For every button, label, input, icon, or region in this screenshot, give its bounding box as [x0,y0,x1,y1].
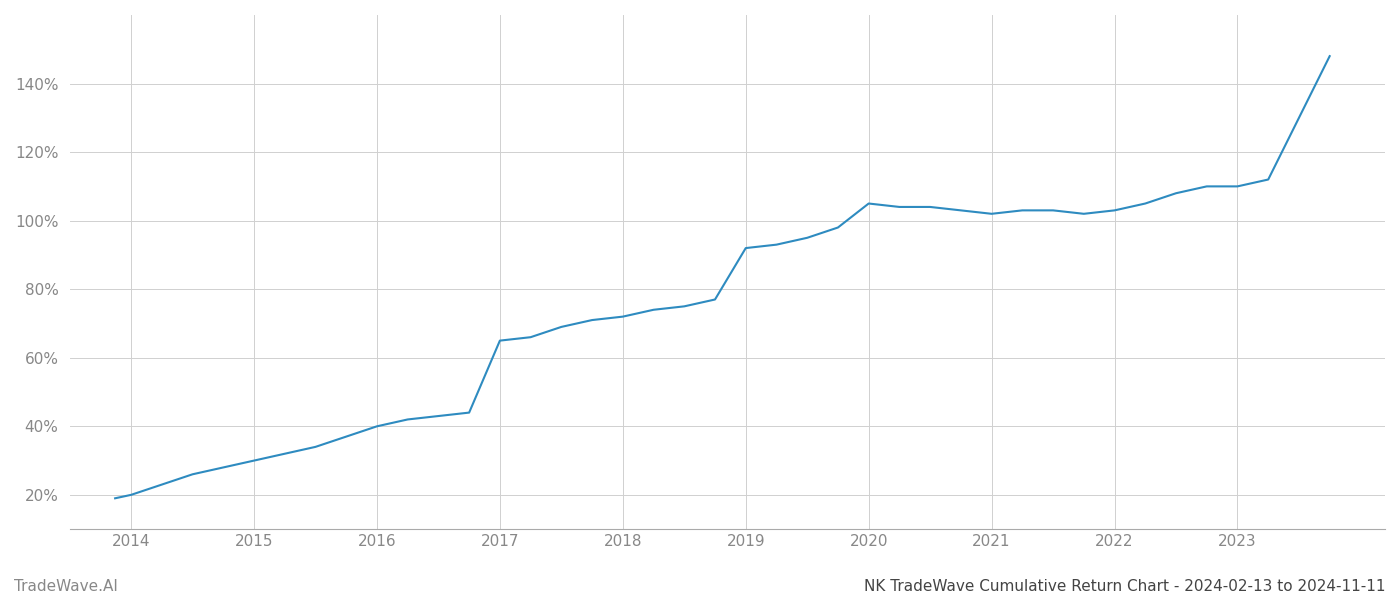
Text: TradeWave.AI: TradeWave.AI [14,579,118,594]
Text: NK TradeWave Cumulative Return Chart - 2024-02-13 to 2024-11-11: NK TradeWave Cumulative Return Chart - 2… [865,579,1386,594]
